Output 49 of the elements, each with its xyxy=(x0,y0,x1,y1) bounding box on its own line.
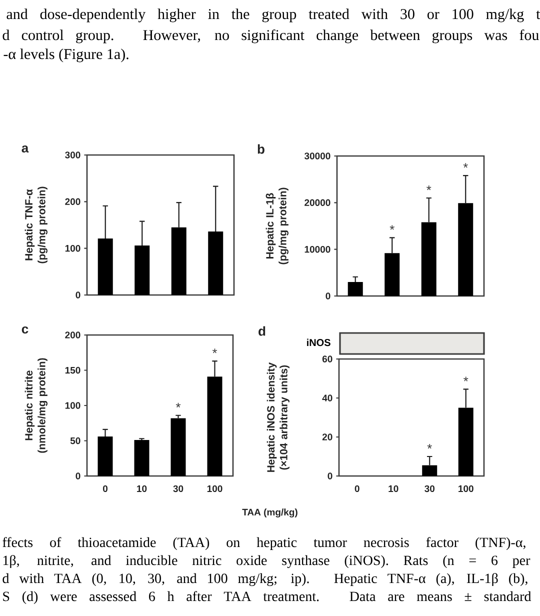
x-tick-label: 100 xyxy=(207,485,222,492)
text: iNOS xyxy=(307,338,330,346)
y-axis-title: Hepatic iNOS idensity (×104 arbitrary units) xyxy=(266,362,290,472)
text: -α levels (Figure 1a). xyxy=(4,48,128,62)
annotation: * xyxy=(426,186,432,190)
x-tick-label: 100 xyxy=(458,485,474,492)
text: ffects of thioacetamide (TAA) on hepatic tumor necrosis factor (TNF)-α, xyxy=(2,537,526,550)
annotation: * xyxy=(212,348,218,354)
annotation: * xyxy=(464,376,468,382)
y-tick-label: 30000 xyxy=(304,152,330,160)
x-tick-label: 0 xyxy=(354,485,360,492)
y-tick-label: 150 xyxy=(65,366,80,374)
annotation: * xyxy=(390,225,394,230)
y-tick-label: 20 xyxy=(322,434,332,440)
x-tick-label: 10 xyxy=(388,485,398,492)
text: d control group. However, no significant change between groups was fou xyxy=(2,29,539,44)
y-tick-label: 60 xyxy=(322,356,332,362)
annotation: * xyxy=(176,402,181,408)
y-tick-label: 50 xyxy=(70,437,80,444)
x-tick-label: 30 xyxy=(424,485,435,492)
text: and dose-dependently higher in the group treated with 30 or 100 mg/kg t xyxy=(6,8,540,22)
y-tick-label: 200 xyxy=(65,332,80,338)
y-axis-title: Hepatic IL-1β (pg/mg protein) xyxy=(266,188,288,264)
y-tick-label: 100 xyxy=(65,244,80,252)
y-tick-label: 0 xyxy=(326,292,330,300)
x-tick-label: 0 xyxy=(102,485,108,492)
text: S (d) were assessed 6 h after TAA treatment. Data are means ± standard xyxy=(3,591,532,604)
y-tick-label: 0 xyxy=(76,472,80,480)
y-axis-title: Hepatic TNF-α (pg/mg protein) xyxy=(24,186,48,264)
annotation: * xyxy=(463,163,468,168)
x-tick-label: 30 xyxy=(173,485,184,492)
text: 1β, nitrite, and inducible nitric oxide synthase (iNOS). Rats (n = 6 per xyxy=(3,555,530,568)
annotation: * xyxy=(427,444,432,449)
chart-title: c xyxy=(22,326,28,334)
y-tick-label: 300 xyxy=(65,152,80,158)
y-tick-label: 10000 xyxy=(304,246,330,253)
y-tick-label: 0 xyxy=(76,292,80,298)
y-tick-label: 100 xyxy=(65,402,80,409)
y-tick-label: 40 xyxy=(322,394,332,402)
chart-title: a xyxy=(22,145,29,153)
x-axis-title: TAA (mg/kg) xyxy=(242,508,298,518)
y-tick-label: 0 xyxy=(328,472,332,480)
text: d with TAA (0, 10, 30, and 100 mg/kg; ip). Hepatic TNF-α (a), IL-1β (b), xyxy=(2,573,528,586)
y-tick-label: 20000 xyxy=(304,199,330,206)
x-tick-label: 10 xyxy=(137,485,147,492)
y-tick-label: 200 xyxy=(65,198,80,206)
chart-title: d xyxy=(258,326,266,336)
y-axis-title: Hepatic nitrite (nmole/mg protein) xyxy=(24,358,48,453)
chart-title: b xyxy=(258,144,264,154)
